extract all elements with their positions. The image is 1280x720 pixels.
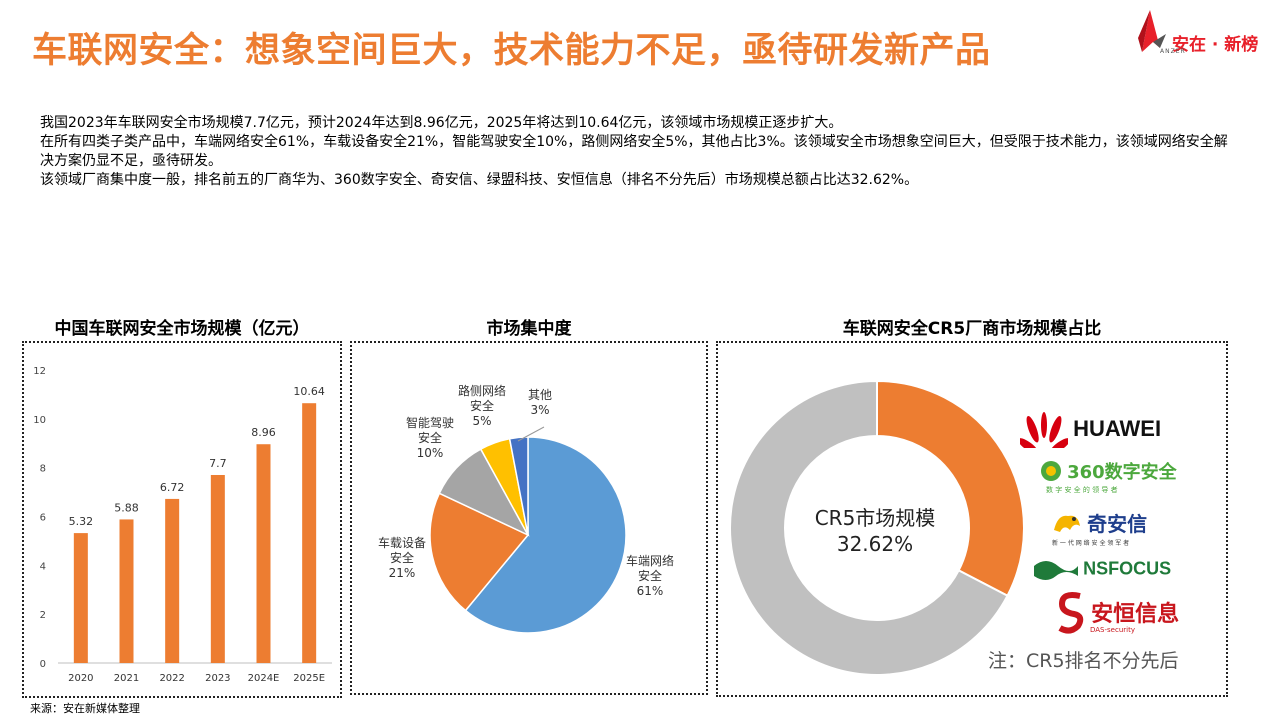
360-logo: 360数字安全 数 字 安 全 的 领 导 者	[1040, 458, 1177, 495]
pie-slice	[429, 492, 530, 612]
y-tick-label: 12	[33, 366, 46, 377]
pie-slice	[508, 436, 529, 536]
pie-slice-label: 车端网络安全 61%	[626, 553, 674, 598]
y-tick-label: 0	[40, 659, 46, 670]
dbapp-logo: 安恒信息 DAS-security	[1056, 590, 1179, 634]
summary-paragraph-3: 该领域厂商集中度一般，排名前五的厂商华为、360数字安全、奇安信、绿盟科技、安恒…	[40, 172, 919, 188]
donut-slice	[876, 379, 1025, 598]
nsfocus-wave-icon	[1034, 561, 1078, 580]
brand-logo: 安在 · 新榜 ANZER	[1136, 8, 1276, 60]
360-text: 360数字安全	[1067, 462, 1177, 483]
brand-sub: ANZER	[1160, 48, 1186, 55]
y-tick-label: 10	[33, 415, 46, 426]
pie-slice-label: 智能驾驶安全 10%	[406, 415, 454, 460]
source-note: 来源：安在新媒体整理	[30, 702, 140, 715]
nsfocus-logo: NSFOCUS	[1034, 556, 1171, 582]
qianxin-slogan: 新 一 代 网 络 安 全 领 军 者	[1052, 540, 1130, 547]
leader-line	[517, 426, 545, 442]
bar-value-label: 5.88	[114, 501, 139, 514]
y-tick-label: 2	[40, 610, 46, 621]
bar-value-label: 8.96	[251, 426, 276, 439]
pie-chart: 车端网络安全 61% 车载设备安全 21% 智能驾驶安全 10%路侧网络安全 5% 其他 3%	[378, 383, 674, 634]
x-tick-label: 2021	[114, 673, 139, 684]
qianxin-logo: 奇安信 新 一 代 网 络 安 全 领 军 者	[1052, 508, 1147, 547]
bar	[165, 498, 180, 663]
bar	[210, 474, 225, 663]
donut-center-line-1: CR5市场规模	[814, 506, 936, 530]
360-circle-icon	[1041, 461, 1061, 481]
huawei-logo: HUAWEI	[1017, 410, 1162, 454]
bar	[73, 533, 88, 663]
huawei-flower-icon	[1017, 412, 1071, 454]
x-tick-label: 2020	[68, 673, 93, 684]
dbapp-text: 安恒信息	[1091, 602, 1180, 627]
y-tick-label: 6	[40, 513, 46, 524]
dbapp-s-icon	[1058, 592, 1084, 634]
cr5-note: 注：CR5排名不分先后	[988, 650, 1179, 672]
nsfocus-text: NSFOCUS	[1083, 558, 1172, 579]
huawei-text: HUAWEI	[1073, 416, 1162, 441]
dbapp-sub: DAS-security	[1090, 626, 1135, 634]
bar-value-label: 7.7	[209, 457, 227, 470]
bar-chart-panel: 0 2 4 6 8 10 12 5.32 2020 5.88 2021 6.72 2022 7.7 2023…	[22, 341, 342, 698]
y-tick-label: 4	[40, 561, 46, 572]
pie-slice-label: 路侧网络安全 5%	[458, 383, 506, 428]
donut-chart	[729, 379, 1025, 676]
y-tick-label: 8	[40, 464, 46, 475]
anzer-logo-icon	[1138, 10, 1166, 52]
pie-slice	[464, 436, 627, 634]
donut-center-line-2: 32.62%	[836, 532, 914, 556]
360-slogan: 数 字 安 全 的 领 导 者	[1046, 486, 1118, 494]
brand-name: 安在 · 新榜	[1172, 35, 1259, 55]
donut-center-label: CR5市场规模 32.62%	[800, 505, 950, 557]
donut-slice	[729, 379, 1009, 676]
pie-chart-title: 市场集中度	[486, 319, 572, 339]
donut-chart-title: 车联网安全CR5厂商市场规模占比	[842, 319, 1102, 339]
summary-text: 我国2023年车联网安全市场规模7.7亿元，预计2024年达到8.96亿元，20…	[40, 114, 1230, 190]
bar	[302, 403, 317, 663]
bar	[256, 444, 271, 663]
pie-slice-label: 其他 3%	[528, 388, 552, 417]
summary-paragraph-2: 在所有四类子类产品中，车端网络安全61%，车载设备安全21%，智能驾驶安全10%…	[40, 134, 1228, 169]
x-tick-label: 2025E	[293, 673, 325, 684]
summary-paragraph-1: 我国2023年车联网安全市场规模7.7亿元，预计2024年达到8.96亿元，20…	[40, 115, 843, 131]
bar	[119, 519, 134, 663]
bar-value-label: 10.64	[293, 385, 325, 398]
x-tick-label: 2023	[205, 673, 230, 684]
pie-chart-panel: 车端网络安全 61% 车载设备安全 21% 智能驾驶安全 10% 路侧网络安全 5% 其他 3%	[350, 341, 708, 695]
x-tick-label: 2024E	[248, 673, 280, 684]
donut-chart-panel	[716, 341, 1228, 697]
page-title: 车联网安全：想象空间巨大，技术能力不足，亟待研发新产品	[32, 31, 991, 71]
qianxin-creature-icon	[1054, 515, 1080, 532]
bar-chart-title: 中国车联网安全市场规模（亿元）	[54, 319, 310, 339]
bar-value-label: 6.72	[160, 481, 185, 494]
x-tick-label: 2022	[159, 673, 184, 684]
qianxin-text: 奇安信	[1087, 512, 1148, 536]
bar-chart: 0 2 4 6 8 10 12 5.32 2020 5.88 2021 6.72 2022 7.7 2023…	[33, 366, 332, 684]
bar-value-label: 5.32	[69, 515, 94, 528]
pie-slice-label: 车载设备安全 21%	[378, 535, 426, 580]
